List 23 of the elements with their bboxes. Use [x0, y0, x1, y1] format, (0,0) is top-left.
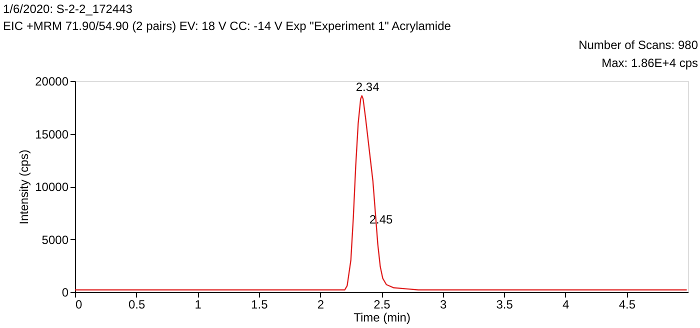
y-tick-label: 15000	[35, 127, 69, 142]
y-tick-label: 0	[62, 286, 69, 300]
x-tick-label: 4	[562, 298, 570, 312]
chart-title: 1/6/2020: S-2-2_172443	[3, 2, 133, 16]
x-tick-label: 2	[317, 298, 324, 312]
y-tick-label: 10000	[35, 180, 69, 194]
x-tick-label: 3.5	[496, 298, 514, 312]
text: Number of Scans: 980	[578, 38, 698, 52]
y-axis-title: Intensity (cps)	[17, 150, 32, 224]
y-tick-label: 5000	[42, 232, 69, 247]
text: Max: 1.86E+4 cps	[602, 56, 698, 70]
x-tick-label: 4.5	[618, 298, 636, 312]
x-tick-label: 0	[76, 298, 82, 312]
line-series	[74, 95, 688, 290]
x-tick-label: 3	[440, 298, 447, 312]
x-tick-label: 2.5	[374, 298, 391, 312]
y-tick-label: 20000	[35, 74, 69, 88]
annotation: 2.34	[356, 80, 380, 94]
x-tick-label: 1	[194, 298, 202, 312]
x-axis-title: Time (min)	[354, 310, 410, 324]
chart-subtitle: EIC +MRM 71.90/54.90 (2 pairs) EV: 18 V CC: -14 V Exp "Experiment 1" Acrylamide	[3, 19, 452, 33]
x-tick-label: 1.5	[251, 298, 268, 312]
x-tick-label: 0.5	[128, 298, 146, 312]
